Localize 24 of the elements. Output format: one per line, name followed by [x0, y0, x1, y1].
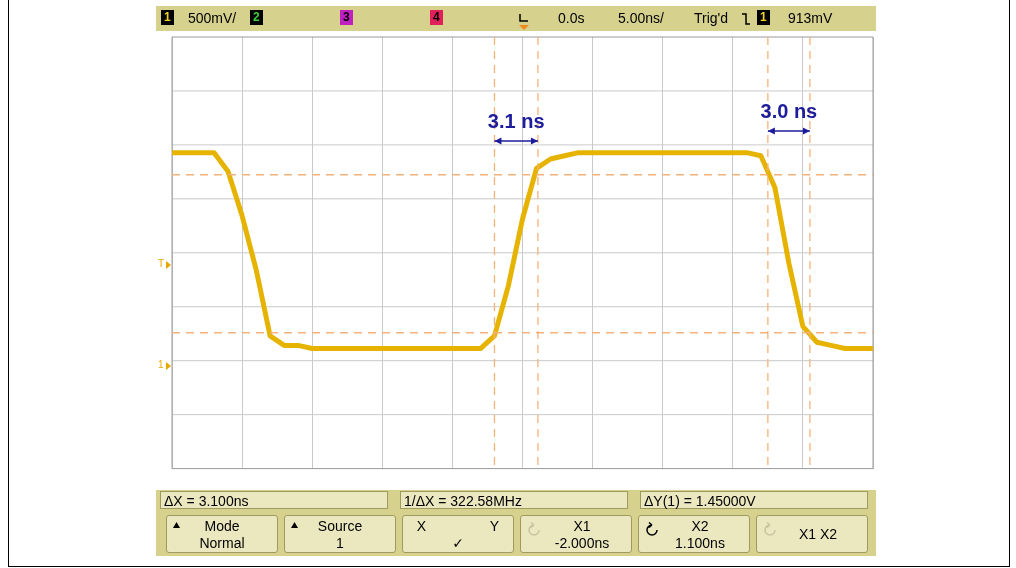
text: 1 — [158, 359, 164, 371]
text: 4 — [430, 10, 443, 25]
text: X1 X2 — [797, 526, 839, 543]
text: Source — [317, 518, 363, 534]
text: ΔX = 3.100ns — [160, 491, 388, 509]
text: 913mV — [788, 10, 833, 26]
text: 500mV/ — [188, 10, 237, 26]
text: X2 1.100ns — [639, 518, 749, 552]
text: 3.1 ns — [487, 109, 545, 132]
text: 5.00ns/ — [618, 10, 664, 26]
text: Trig'd — [694, 10, 729, 26]
text: T — [158, 258, 165, 270]
text: ΔY(1) = 1.45000V — [640, 491, 868, 509]
text: 1 — [164, 10, 171, 24]
text: X1 -2.000ns — [521, 518, 631, 552]
text: 1 — [757, 10, 770, 25]
text: 3 — [340, 10, 353, 25]
text: X Y ✓ — [403, 518, 513, 552]
text: 2 — [250, 10, 263, 25]
text: 1 — [335, 535, 345, 552]
text: 3.0 ns — [760, 99, 818, 122]
text: Mode Normal — [167, 518, 277, 552]
text: 0.0s — [558, 10, 585, 26]
text: 1/ΔX = 322.58MHz — [400, 491, 628, 509]
